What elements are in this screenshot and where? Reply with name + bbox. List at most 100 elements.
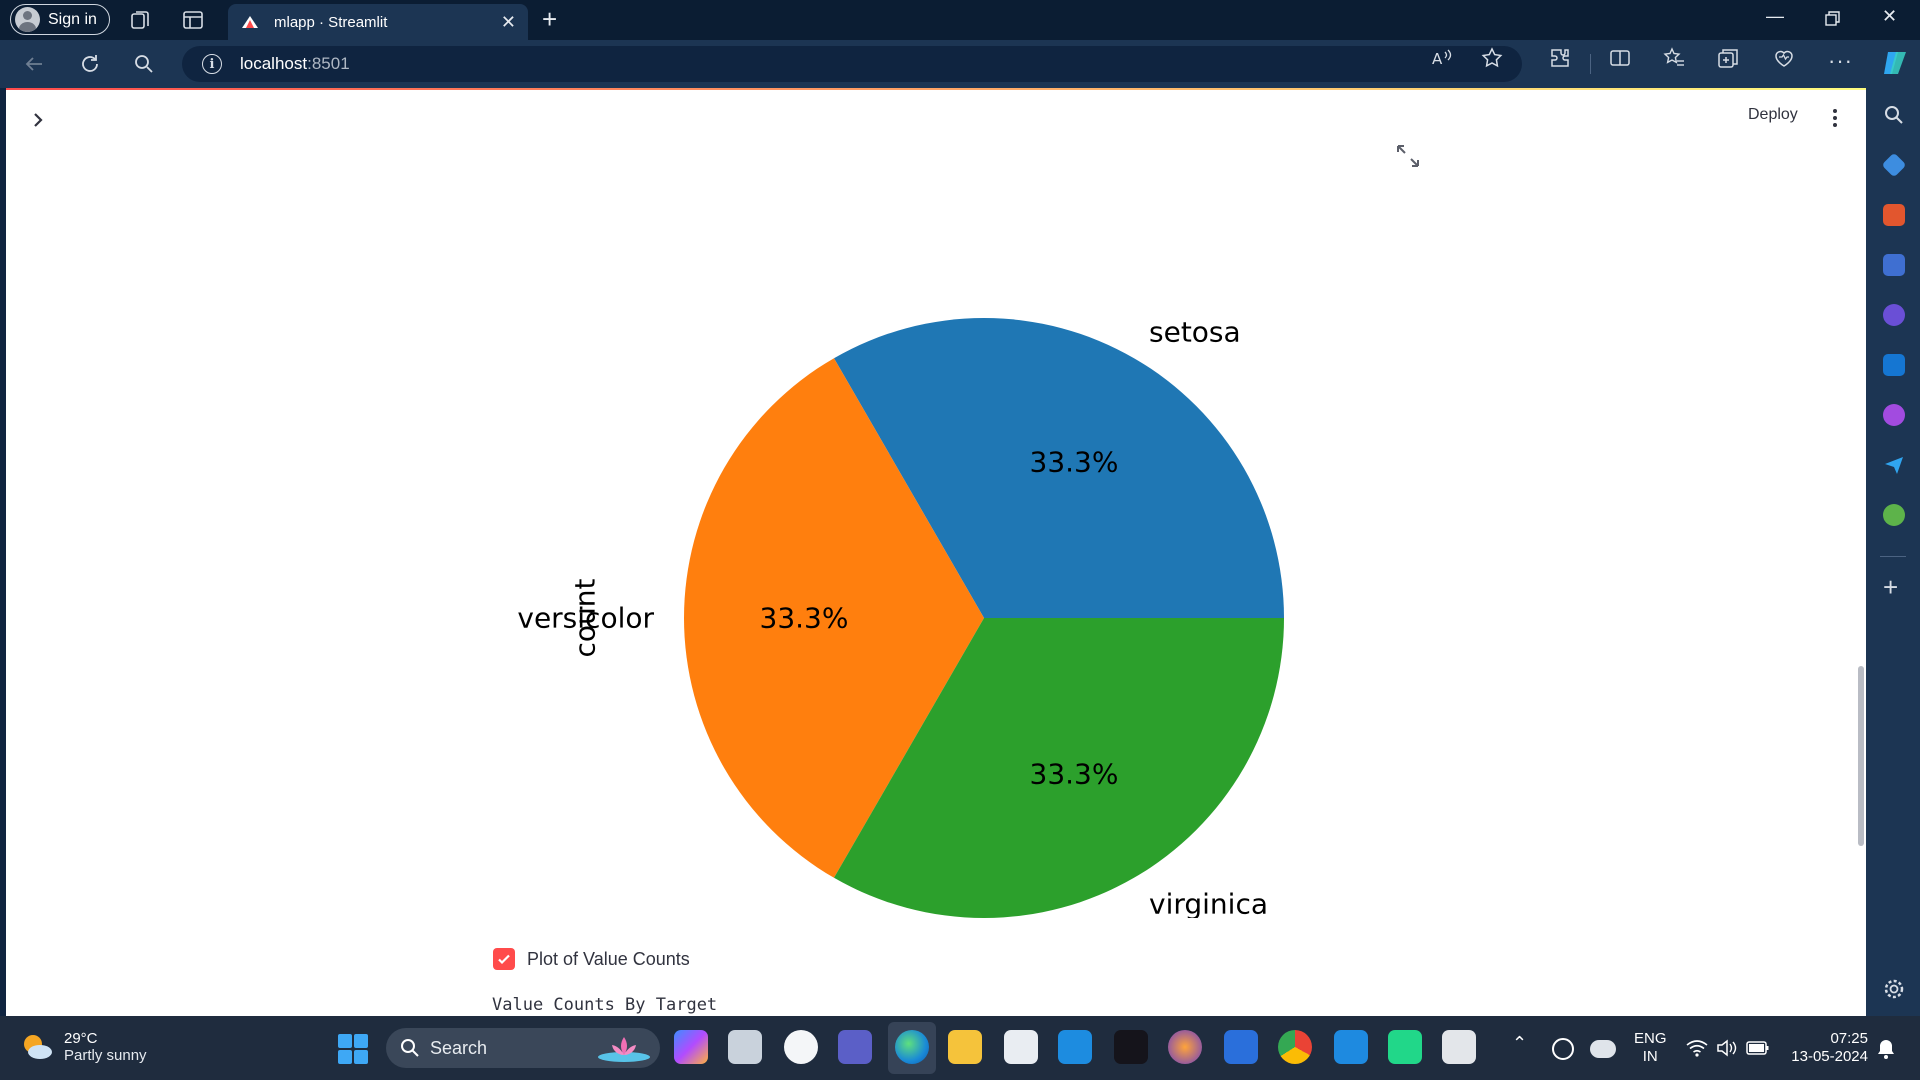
send-icon[interactable] xyxy=(1883,454,1905,476)
pie-percent-label: 33.3% xyxy=(1030,757,1119,790)
pie-y-axis-label: count xyxy=(569,578,602,657)
sidebar-settings-gear-icon[interactable] xyxy=(1883,978,1905,1000)
sidebar-divider xyxy=(1880,556,1906,557)
snipping-tool-icon[interactable] xyxy=(1442,1030,1476,1064)
avatar-icon xyxy=(15,7,40,32)
pie-category-label: setosa xyxy=(1149,316,1241,349)
browser-toolbar: i localhost:8501 A ··· xyxy=(0,40,1920,88)
settings-more-icon[interactable]: ··· xyxy=(1828,48,1853,73)
partly-sunny-icon xyxy=(24,1035,52,1059)
outlook-icon[interactable] xyxy=(1883,354,1905,376)
checkmark-icon xyxy=(498,954,510,965)
microsoft-store-icon[interactable] xyxy=(1004,1030,1038,1064)
games-icon[interactable] xyxy=(1883,254,1905,276)
deploy-button[interactable]: Deploy xyxy=(1748,106,1798,123)
url-text[interactable]: localhost:8501 xyxy=(240,54,350,73)
pie-category-label: virginica xyxy=(1149,887,1268,918)
edge-browser-icon[interactable] xyxy=(895,1030,929,1064)
workspaces-icon[interactable] xyxy=(128,8,152,32)
checkbox[interactable] xyxy=(493,948,515,970)
pie-slice-setosa xyxy=(834,318,1284,618)
battery-icon[interactable] xyxy=(1746,1040,1770,1056)
favorite-star-icon[interactable] xyxy=(1480,46,1504,70)
arc-app-icon[interactable] xyxy=(1114,1030,1148,1064)
firefox-icon[interactable] xyxy=(1168,1030,1202,1064)
fullscreen-expand-icon[interactable] xyxy=(1394,142,1422,170)
clock-date: 13-05-2024 xyxy=(1791,1048,1868,1065)
windows-taskbar: 29°C Partly sunny Search ⌃ ENG IN xyxy=(0,1016,1920,1080)
designer-icon[interactable] xyxy=(1883,404,1905,426)
scrollbar-thumb[interactable] xyxy=(1858,666,1864,846)
taskbar-search-label: Search xyxy=(430,1037,488,1058)
favorites-icon[interactable] xyxy=(1662,46,1686,70)
clock-time: 07:25 xyxy=(1830,1030,1868,1047)
vscode-icon[interactable] xyxy=(1334,1030,1368,1064)
microsoft-365-icon[interactable] xyxy=(1883,304,1905,326)
sign-in-label: Sign in xyxy=(48,10,97,28)
show-hidden-icons-chevron-up-icon[interactable]: ⌃ xyxy=(1512,1033,1528,1053)
streamlit-favicon-icon xyxy=(242,16,258,28)
sidebar-add-icon[interactable]: + xyxy=(1883,572,1899,602)
profile-sign-in-button[interactable]: Sign in xyxy=(10,4,110,35)
tree-icon[interactable] xyxy=(1883,504,1905,526)
lotus-highlight-icon xyxy=(598,1037,650,1062)
myhp-icon[interactable] xyxy=(1058,1030,1092,1064)
minimize-button[interactable]: — xyxy=(1766,6,1784,26)
file-explorer-icon[interactable] xyxy=(948,1030,982,1064)
refresh-icon[interactable] xyxy=(78,52,102,76)
browser-title-bar: Sign in mlapp · Streamlit ✕ + — ✕ xyxy=(0,0,1920,40)
read-aloud-icon[interactable]: A xyxy=(1430,46,1454,70)
close-tab-icon[interactable]: ✕ xyxy=(500,11,516,32)
tab-mlapp[interactable]: mlapp · Streamlit ✕ xyxy=(228,4,528,40)
back-icon[interactable] xyxy=(22,52,46,76)
value-counts-checkbox-row[interactable]: Plot of Value Counts xyxy=(493,948,690,970)
wifi-icon[interactable] xyxy=(1686,1038,1708,1058)
browser-essentials-icon[interactable] xyxy=(1772,46,1796,70)
taskbar-search-icon xyxy=(401,1039,419,1057)
checkbox-label: Plot of Value Counts xyxy=(527,948,690,969)
search-icon[interactable] xyxy=(132,52,156,76)
windows-start-icon[interactable] xyxy=(338,1034,368,1064)
chevron-right-icon[interactable] xyxy=(24,106,52,134)
tab-title: mlapp · Streamlit xyxy=(274,13,388,31)
collections-icon[interactable] xyxy=(1716,46,1740,70)
svg-text:A: A xyxy=(1432,50,1443,68)
toolbar-divider xyxy=(1590,54,1591,74)
pie-slice-virginica xyxy=(834,618,1284,918)
weather-widget[interactable]: 29°C Partly sunny xyxy=(20,1030,147,1064)
teams-icon[interactable] xyxy=(838,1030,872,1064)
clock[interactable]: 07:25 13-05-2024 xyxy=(1784,1030,1868,1066)
new-tab-button[interactable]: + xyxy=(542,4,558,34)
edge-sidebar: + xyxy=(1866,88,1920,1016)
section-title: Value Counts By Target xyxy=(492,995,718,1015)
shopping-tag-icon[interactable] xyxy=(1881,152,1907,178)
volume-icon[interactable] xyxy=(1716,1038,1738,1058)
streamlit-page: Deploy 33.3% setosa 33.3% versicolor 33.3% vi… xyxy=(6,88,1866,1016)
language-indicator[interactable]: ENG IN xyxy=(1634,1030,1667,1065)
site-info-icon[interactable]: i xyxy=(202,54,222,74)
address-bar[interactable]: i localhost:8501 xyxy=(182,46,1522,82)
s-app-icon[interactable] xyxy=(1224,1030,1258,1064)
split-screen-icon[interactable] xyxy=(1608,46,1632,70)
sync-icon[interactable] xyxy=(1552,1038,1574,1060)
notification-bell-icon[interactable] xyxy=(1876,1038,1896,1060)
weather-description: Partly sunny xyxy=(64,1047,147,1064)
writer-app-icon[interactable] xyxy=(784,1030,818,1064)
pie-category-label: versicolor xyxy=(517,602,654,635)
tools-briefcase-icon[interactable] xyxy=(1883,204,1905,226)
copilot-pre-icon[interactable] xyxy=(674,1030,708,1064)
pie-percent-label: 33.3% xyxy=(1030,446,1119,479)
tab-actions-icon[interactable] xyxy=(181,8,205,32)
weather-temperature: 29°C xyxy=(64,1030,98,1047)
restore-button[interactable] xyxy=(1824,10,1842,28)
pycharm-icon[interactable] xyxy=(1388,1030,1422,1064)
extensions-icon[interactable] xyxy=(1548,46,1572,70)
taskbar-search[interactable]: Search xyxy=(386,1028,660,1068)
onedrive-cloud-icon[interactable] xyxy=(1590,1040,1616,1058)
sidebar-search-icon[interactable] xyxy=(1883,104,1905,126)
task-view-icon[interactable] xyxy=(728,1030,762,1064)
copilot-icon[interactable] xyxy=(1880,48,1910,78)
main-menu-icon[interactable] xyxy=(1826,106,1844,130)
close-window-button[interactable]: ✕ xyxy=(1882,6,1898,26)
chrome-icon[interactable] xyxy=(1278,1030,1312,1064)
